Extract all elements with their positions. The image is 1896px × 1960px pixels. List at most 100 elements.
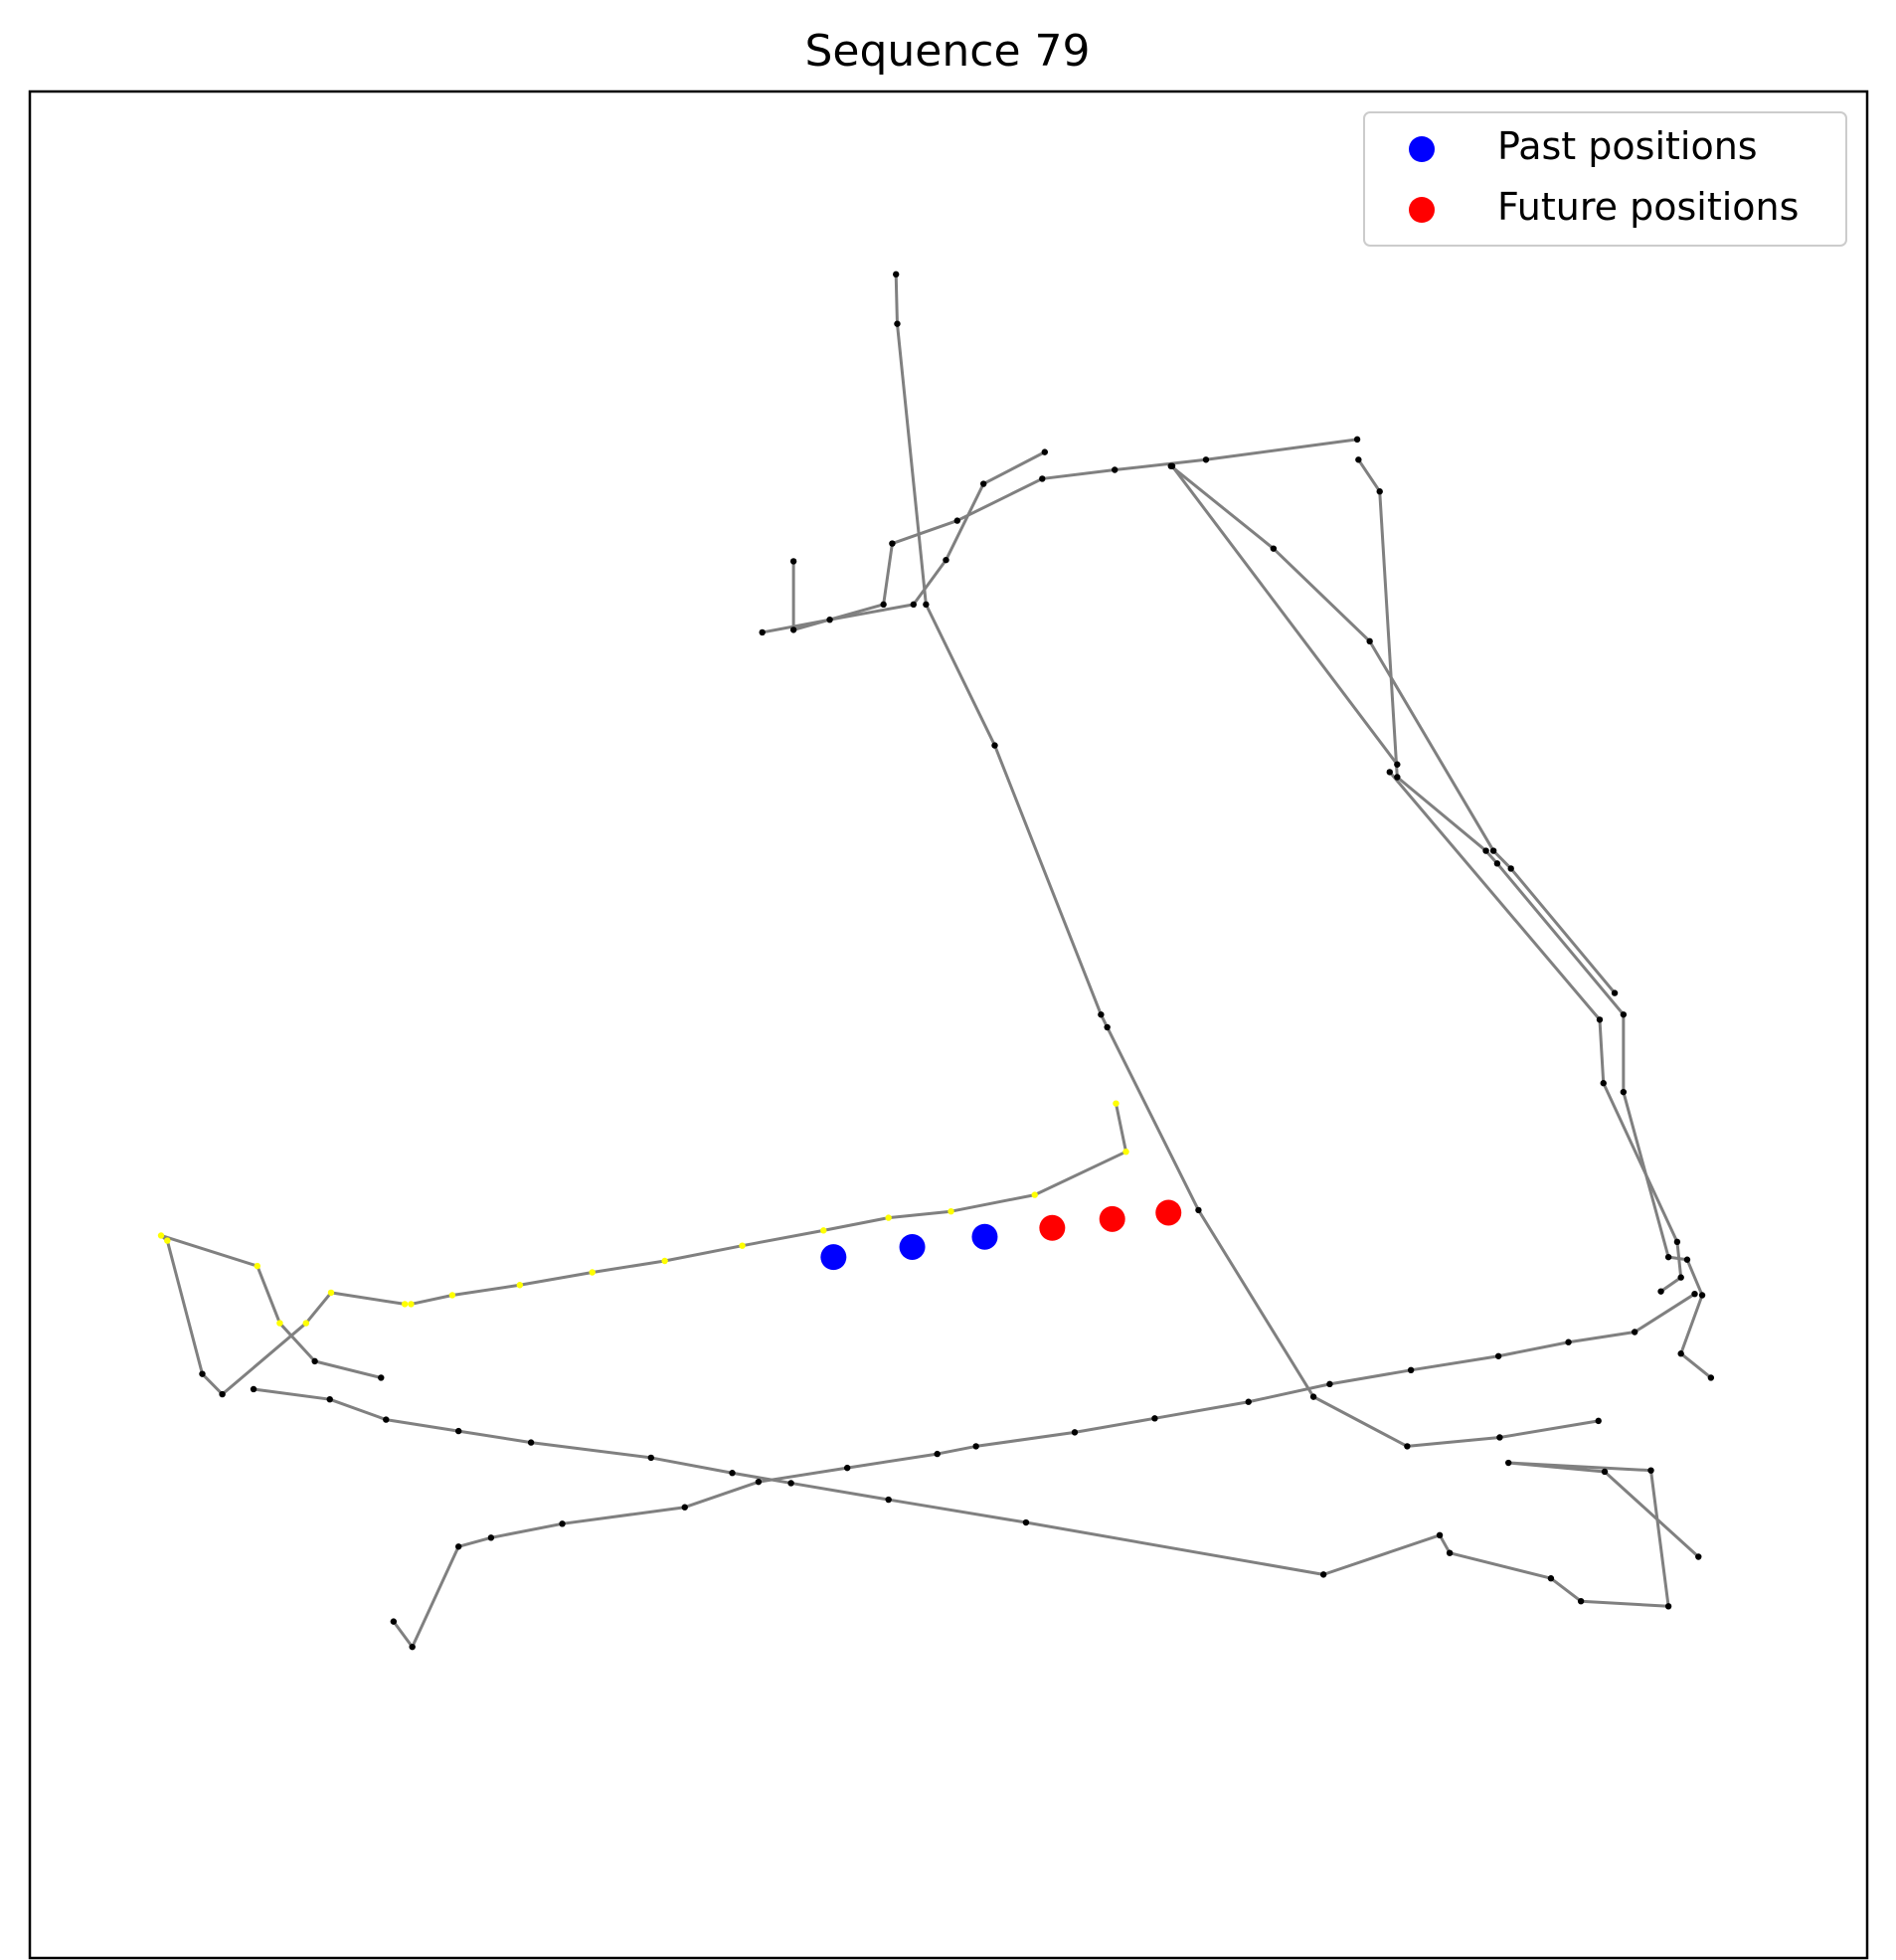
road-node xyxy=(1482,847,1489,854)
road-node xyxy=(1168,462,1176,469)
road-node xyxy=(1695,1553,1702,1560)
road-node xyxy=(1647,1467,1654,1474)
road-node xyxy=(219,1390,226,1398)
past-position-point xyxy=(971,1223,998,1250)
road-node xyxy=(1041,448,1049,455)
road-node xyxy=(1664,1253,1672,1261)
road-node xyxy=(409,1643,416,1651)
road-node xyxy=(923,601,930,609)
road-node xyxy=(759,628,766,636)
road-node xyxy=(1657,1288,1664,1295)
road-node xyxy=(1611,989,1619,996)
road-node xyxy=(487,1534,495,1541)
plot-area xyxy=(28,89,1869,1960)
road-node xyxy=(1600,1080,1607,1087)
road-node xyxy=(1326,1380,1333,1388)
road-node xyxy=(681,1504,688,1511)
road-node xyxy=(455,1427,462,1435)
road-node xyxy=(276,1320,283,1327)
road-node xyxy=(948,1208,954,1215)
road-node xyxy=(1620,1011,1628,1018)
road-node xyxy=(1353,436,1361,444)
road-node xyxy=(1707,1374,1715,1381)
road-node xyxy=(943,556,949,564)
road-node xyxy=(1631,1329,1638,1336)
road-node xyxy=(1195,1206,1202,1214)
road-node xyxy=(1031,1191,1038,1198)
road-node xyxy=(789,626,797,633)
road-node xyxy=(302,1320,310,1327)
road-node xyxy=(787,1480,794,1487)
road-node xyxy=(843,1464,851,1472)
road-line xyxy=(1169,464,1617,994)
legend-label-past: Past positions xyxy=(1497,124,1758,168)
road-node xyxy=(1565,1338,1572,1345)
road-node xyxy=(1122,1148,1129,1156)
future-position-point xyxy=(1099,1205,1125,1232)
road-node xyxy=(910,601,917,609)
road-node xyxy=(1507,865,1514,872)
road-node xyxy=(1698,1292,1706,1299)
legend: Past positions Future positions xyxy=(1363,111,1847,247)
road-node xyxy=(880,601,887,609)
trajectory-points xyxy=(820,1199,1182,1271)
road-node xyxy=(254,1262,260,1270)
road-node xyxy=(1376,488,1383,495)
road-node xyxy=(1404,1443,1411,1450)
road-node xyxy=(739,1242,746,1249)
past-position-point xyxy=(899,1233,926,1260)
road-node xyxy=(383,1416,390,1423)
road-node xyxy=(1673,1238,1681,1246)
road-node xyxy=(164,1237,171,1244)
future-position-point xyxy=(1039,1214,1066,1241)
road-node xyxy=(647,1454,654,1462)
road-node xyxy=(1394,761,1401,768)
road-line xyxy=(411,1103,1128,1306)
road-node xyxy=(1394,774,1401,781)
road-node xyxy=(661,1257,668,1265)
road-node xyxy=(820,1227,827,1234)
road-node xyxy=(1691,1290,1698,1298)
road-node xyxy=(1505,1459,1512,1467)
road-node xyxy=(326,1395,333,1403)
road-node xyxy=(934,1450,941,1458)
road-node xyxy=(1022,1518,1030,1526)
road-node xyxy=(1677,1350,1684,1357)
road-node xyxy=(250,1385,258,1393)
road-node xyxy=(1113,1100,1120,1107)
road-node xyxy=(390,1618,398,1625)
road-node xyxy=(755,1478,763,1486)
road-node xyxy=(1071,1429,1079,1436)
road-node xyxy=(894,320,901,327)
future-position-point xyxy=(1155,1199,1182,1226)
legend-marker-future xyxy=(1409,197,1435,223)
road-node xyxy=(1620,1088,1628,1096)
road-node xyxy=(1595,1417,1602,1425)
road-node xyxy=(157,1232,165,1239)
road-node xyxy=(1496,1434,1503,1441)
road-node xyxy=(1547,1575,1555,1582)
road-node xyxy=(311,1357,318,1365)
road-node xyxy=(559,1520,566,1527)
road-node xyxy=(1112,466,1119,473)
road-node xyxy=(980,480,987,487)
road-node xyxy=(1039,475,1046,482)
road-node xyxy=(1489,847,1497,854)
road-line xyxy=(253,1387,1700,1608)
past-position-point xyxy=(820,1244,847,1271)
road-line xyxy=(762,450,1046,634)
legend-box xyxy=(1363,111,1847,247)
road-node xyxy=(408,1301,415,1308)
road-node xyxy=(516,1282,523,1289)
road-node xyxy=(378,1374,385,1381)
road-node xyxy=(401,1301,409,1308)
road-node xyxy=(1386,769,1393,776)
road-node xyxy=(1577,1597,1585,1605)
road-node xyxy=(1446,1549,1454,1556)
road-node xyxy=(527,1439,535,1446)
road-nodes xyxy=(157,270,1715,1651)
road-node xyxy=(885,1496,892,1504)
road-node xyxy=(1355,456,1362,463)
road-node xyxy=(826,616,833,624)
road-node xyxy=(1493,860,1501,867)
